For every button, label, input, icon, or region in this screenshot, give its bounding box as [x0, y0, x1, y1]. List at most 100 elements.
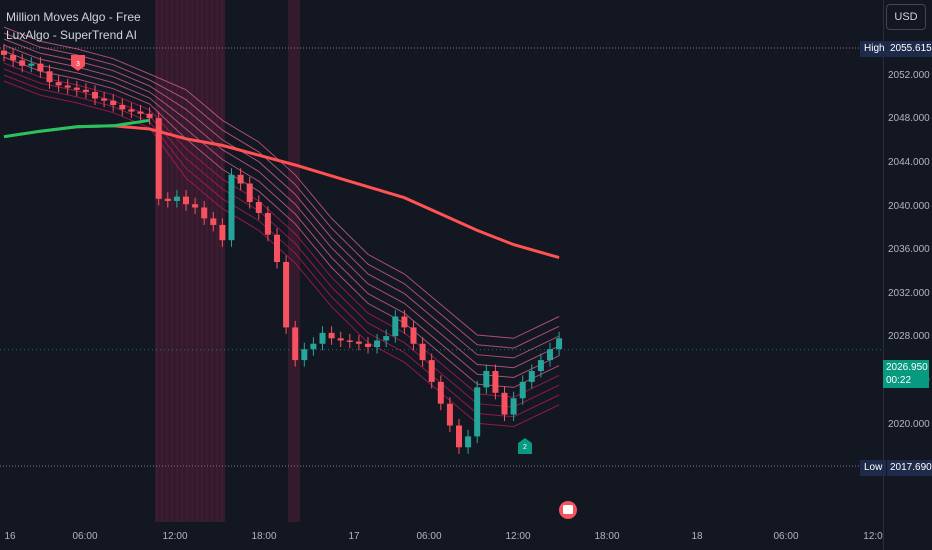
candle-body	[119, 105, 126, 110]
candle-body	[401, 316, 408, 328]
candle-body	[510, 398, 517, 415]
ribbon-line	[3, 50, 560, 379]
candle-body	[219, 224, 226, 241]
candle-body	[201, 207, 208, 219]
ribbon-line	[3, 32, 560, 349]
candle-body	[355, 341, 362, 344]
candle-body	[55, 82, 62, 86]
time-axis-tick: 06:00	[72, 531, 98, 542]
candle-body	[1, 50, 7, 55]
candle-body	[228, 174, 235, 241]
price-axis-tick: 2040.000	[888, 200, 930, 212]
time-axis-tick: 18	[691, 531, 703, 542]
candle-body	[237, 174, 244, 184]
ribbon-line	[3, 26, 560, 339]
candle-body	[301, 349, 308, 361]
candle-body	[410, 327, 417, 344]
candle-body	[365, 343, 371, 348]
candle-body	[82, 89, 89, 92]
candle-body	[274, 234, 280, 262]
time-axis-tick: 18:00	[251, 531, 277, 542]
legend-indicator-1[interactable]: Million Moves Algo - Free	[6, 10, 141, 24]
price-axis-tick: 2044.000	[888, 156, 930, 168]
time-axis-tick: 06:00	[773, 531, 799, 542]
candle-body	[319, 332, 326, 344]
candle-body	[46, 71, 53, 83]
candle-body	[419, 343, 426, 361]
candle-body	[73, 87, 80, 90]
candle-body	[210, 218, 217, 225]
candle-body	[19, 60, 26, 66]
ribbon-line	[3, 38, 560, 359]
candle-body	[37, 63, 44, 72]
candle-body	[255, 202, 262, 213]
ribbon-line	[3, 44, 560, 369]
candle-body	[92, 91, 98, 99]
ribbon-line	[3, 56, 560, 388]
currency-button[interactable]: USD	[886, 4, 926, 30]
candle-body	[137, 111, 144, 114]
buy-signal	[518, 438, 532, 454]
session-shade	[155, 0, 225, 522]
candle-body	[155, 118, 162, 199]
current-price-label: 2026.950 00:22	[883, 360, 929, 388]
candle-body	[28, 63, 35, 66]
sell-signal-label: 3	[76, 61, 80, 68]
ribbon-line	[3, 68, 560, 408]
candle-body	[501, 392, 508, 415]
candle-body	[10, 54, 17, 61]
price-axis-tick: 2048.000	[888, 113, 930, 125]
ribbon-line	[3, 80, 560, 428]
candle-body	[428, 360, 435, 382]
time-axis-tick: 06:00	[416, 531, 442, 542]
price-axis-tick: 2032.000	[888, 287, 930, 299]
candle-body	[173, 196, 180, 201]
candle-body	[465, 436, 472, 448]
candle-body	[264, 212, 271, 235]
indicator-legend: Million Moves Algo - Free LuxAlgo - Supe…	[6, 8, 141, 44]
candle-body	[492, 371, 499, 393]
time-axis-tick: 12:00	[162, 531, 188, 542]
candle-body	[192, 204, 199, 208]
candle-body	[456, 425, 462, 448]
candle-body	[337, 338, 344, 341]
candle-body	[164, 198, 171, 201]
candle-body	[328, 332, 335, 339]
candle-body	[146, 113, 153, 119]
candle-body	[519, 381, 526, 399]
candle-body	[283, 262, 290, 328]
candle-body	[246, 183, 253, 203]
price-axis-border	[883, 0, 884, 550]
low-value: 2017.690	[887, 460, 932, 476]
candle-body	[474, 387, 481, 437]
candle-body	[446, 403, 453, 426]
high-value: 2055.615	[887, 41, 932, 57]
candle-body	[110, 100, 117, 106]
candle-body	[183, 196, 189, 205]
time-axis-tick: 17	[348, 531, 360, 542]
candle-body	[437, 381, 444, 404]
calendar-flag-icon-inner	[563, 505, 573, 514]
candle-body	[101, 98, 108, 101]
price-axis-tick: 2028.000	[888, 331, 930, 343]
candle-body	[64, 85, 71, 88]
time-axis-tick: 12:0	[863, 531, 883, 542]
candle-body	[292, 327, 299, 361]
candle-body	[374, 340, 381, 348]
candle-body	[547, 349, 553, 361]
high-tag: High	[860, 41, 889, 57]
candle-body	[346, 340, 353, 342]
time-axis-tick: 16	[4, 531, 16, 542]
supertrend-line	[3, 118, 150, 139]
price-axis-tick: 2052.000	[888, 69, 930, 81]
bar-countdown: 00:22	[886, 375, 912, 386]
candle-body	[528, 371, 535, 382]
candle-body	[310, 343, 317, 350]
legend-indicator-2[interactable]: LuxAlgo - SuperTrend AI	[6, 28, 137, 42]
time-axis-tick: 12:00	[505, 531, 531, 542]
price-axis-tick: 2020.000	[888, 418, 930, 430]
candle-body	[483, 371, 490, 388]
buy-signal-label: 2	[523, 444, 527, 451]
